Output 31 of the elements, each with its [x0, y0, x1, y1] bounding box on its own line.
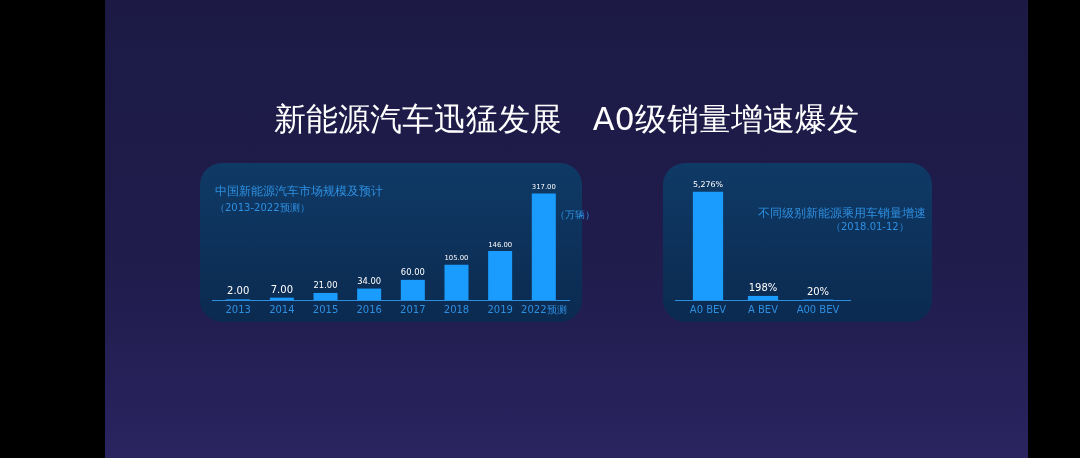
x-tick-label: 2017 [400, 304, 426, 315]
bar [400, 279, 425, 300]
bar [313, 292, 338, 300]
x-tick-label: 2018 [443, 304, 470, 315]
x-tick-label: 2022预测 [521, 304, 567, 315]
x-tick-label: A BEV [747, 304, 779, 315]
data-label: 2.00 [227, 285, 250, 297]
data-label: 5,276% [692, 180, 724, 190]
annotation: （万辆） [555, 208, 595, 222]
data-label: 21.00 [313, 280, 338, 291]
x-tick-label: 2016 [356, 304, 382, 315]
data-label: 198% [748, 281, 778, 293]
bar [444, 264, 469, 300]
text: （2018.01-12） [831, 220, 909, 234]
text: （2013-2022预测） [215, 201, 310, 215]
data-label: 7.00 [270, 283, 293, 295]
text: 新能源汽车迅猛发展 A0级销量增速爆发 [273, 99, 860, 140]
bar [488, 250, 513, 300]
text: 不同级别新能源乘用车销量增速 [758, 205, 926, 222]
x-tick-label: 2013 [225, 304, 251, 315]
x-tick-label: 2014 [269, 304, 295, 315]
data-label: 60.00 [400, 267, 425, 278]
data-label: 20% [806, 285, 830, 297]
x-tick-label: 2015 [312, 304, 339, 315]
x-tick-label: 2019 [487, 304, 513, 315]
bar [357, 288, 382, 300]
chart-title: 中国新能源汽车市场规模及预计 [215, 183, 383, 200]
data-label: 34.00 [357, 275, 382, 286]
bar [531, 193, 556, 300]
x-tick-label: A0 BEV [689, 304, 727, 315]
x-tick-label: A00 BEV [796, 304, 840, 315]
